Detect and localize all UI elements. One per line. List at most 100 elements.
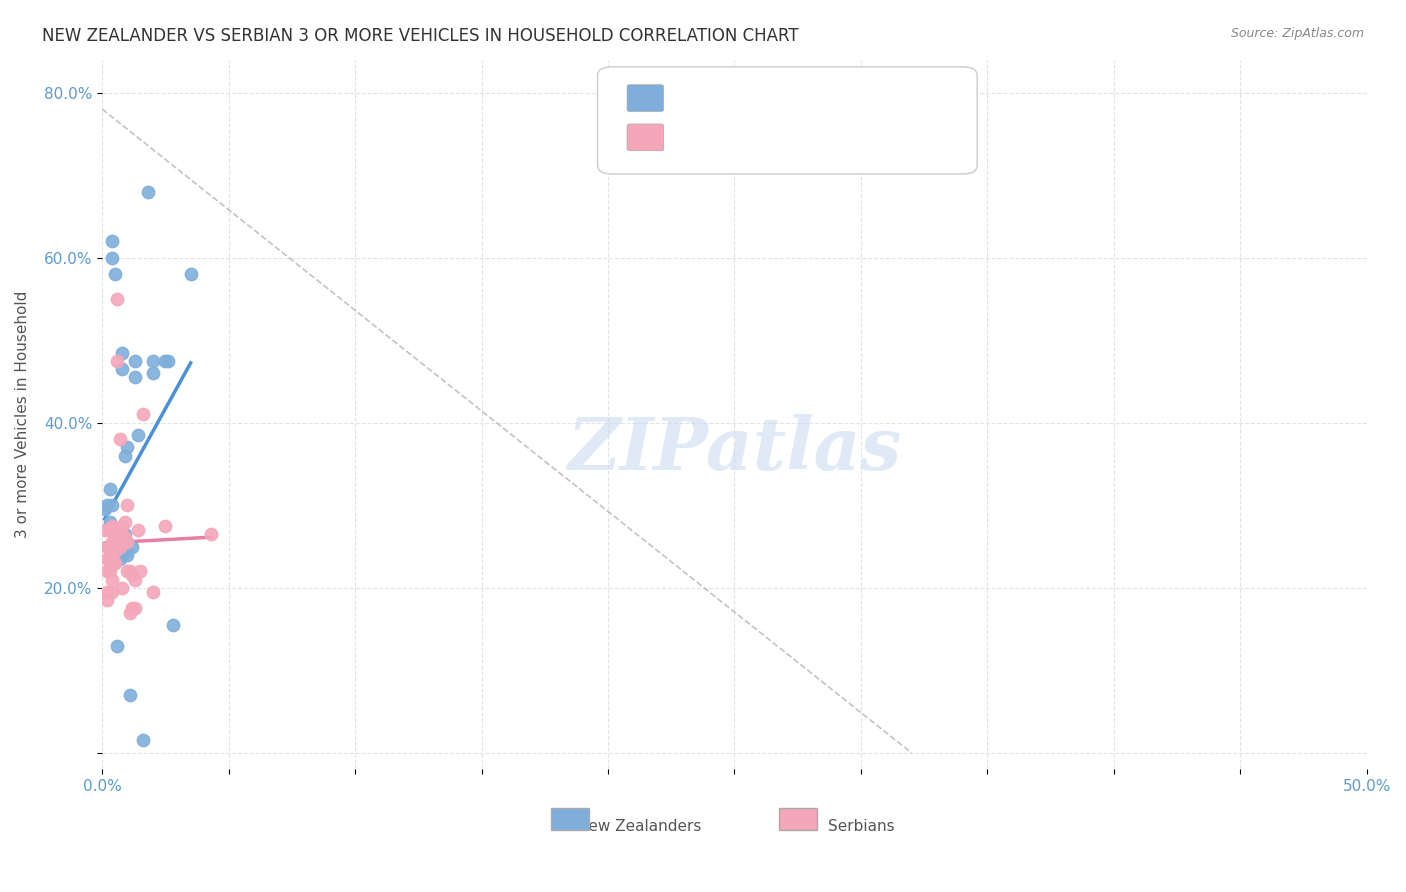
Point	[101, 543, 124, 558]
Point	[111, 527, 134, 541]
Text: R = -0.037   N = 48: R = -0.037 N = 48	[633, 128, 821, 145]
Point	[104, 527, 127, 541]
Point	[118, 606, 141, 620]
Point	[98, 540, 121, 554]
Point	[142, 354, 165, 368]
Point	[105, 292, 128, 306]
Point	[114, 527, 136, 541]
Point	[111, 581, 134, 595]
Point	[117, 548, 139, 562]
Point	[131, 408, 153, 422]
Point	[96, 564, 118, 578]
Point	[108, 527, 131, 541]
Point	[96, 552, 118, 566]
Point	[104, 527, 127, 541]
Point	[136, 185, 159, 199]
Point	[104, 523, 127, 537]
Point	[98, 519, 121, 533]
Point	[156, 354, 179, 368]
Point	[93, 502, 115, 516]
Point	[105, 523, 128, 537]
Text: Source: ZipAtlas.com: Source: ZipAtlas.com	[1230, 27, 1364, 40]
Point	[108, 552, 131, 566]
Point	[117, 564, 139, 578]
Point	[155, 519, 177, 533]
Point	[180, 267, 202, 281]
Point	[114, 449, 136, 463]
Point	[105, 639, 128, 653]
Point	[104, 556, 127, 570]
Point	[108, 543, 131, 558]
Point	[105, 354, 128, 368]
Point	[111, 519, 134, 533]
Point	[124, 573, 146, 587]
Point	[108, 527, 131, 541]
Point	[118, 688, 141, 702]
Text: New Zealanders: New Zealanders	[578, 819, 702, 834]
Point	[96, 540, 118, 554]
Point	[162, 618, 184, 632]
Point	[124, 370, 146, 384]
Point	[142, 366, 165, 380]
Point	[117, 535, 139, 549]
Point	[105, 535, 128, 549]
Point	[108, 540, 131, 554]
Point	[98, 523, 121, 537]
Point	[104, 267, 127, 281]
Bar	[779, 808, 817, 830]
Point	[124, 354, 146, 368]
Point	[101, 519, 124, 533]
Point	[127, 523, 149, 537]
Point	[127, 428, 149, 442]
Point	[101, 234, 124, 248]
Point	[111, 362, 134, 376]
Point	[98, 540, 121, 554]
Text: NEW ZEALANDER VS SERBIAN 3 OR MORE VEHICLES IN HOUSEHOLD CORRELATION CHART: NEW ZEALANDER VS SERBIAN 3 OR MORE VEHIC…	[42, 27, 799, 45]
Point	[101, 523, 124, 537]
Point	[155, 354, 177, 368]
Bar	[551, 808, 589, 830]
Point	[117, 498, 139, 512]
Y-axis label: 3 or more Vehicles in Household: 3 or more Vehicles in Household	[15, 291, 30, 538]
Point	[111, 548, 134, 562]
Point	[104, 543, 127, 558]
Point	[142, 585, 165, 599]
Point	[200, 527, 222, 541]
Point	[111, 345, 134, 359]
Point	[124, 601, 146, 615]
Point	[96, 498, 118, 512]
Point	[117, 441, 139, 455]
Point	[98, 564, 121, 578]
Point	[101, 535, 124, 549]
Point	[104, 540, 127, 554]
Point	[96, 593, 118, 607]
Point	[98, 556, 121, 570]
Point	[131, 733, 153, 747]
Point	[101, 573, 124, 587]
Point	[98, 482, 121, 496]
Point	[98, 515, 121, 529]
Point	[98, 556, 121, 570]
Point	[114, 531, 136, 545]
Point	[118, 564, 141, 578]
Text: R =  0.422   N = 44: R = 0.422 N = 44	[633, 89, 821, 107]
Point	[101, 585, 124, 599]
Point	[101, 251, 124, 265]
Point	[108, 432, 131, 446]
Point	[98, 552, 121, 566]
Point	[121, 568, 143, 582]
Point	[96, 540, 118, 554]
Point	[105, 552, 128, 566]
Point	[117, 543, 139, 558]
Point	[105, 523, 128, 537]
Point	[114, 515, 136, 529]
Text: ZIPatlas: ZIPatlas	[568, 415, 901, 485]
Point	[105, 543, 128, 558]
Point	[93, 523, 115, 537]
Point	[101, 556, 124, 570]
Point	[129, 564, 152, 578]
Point	[101, 543, 124, 558]
Point	[96, 585, 118, 599]
Point	[121, 540, 143, 554]
Point	[101, 498, 124, 512]
